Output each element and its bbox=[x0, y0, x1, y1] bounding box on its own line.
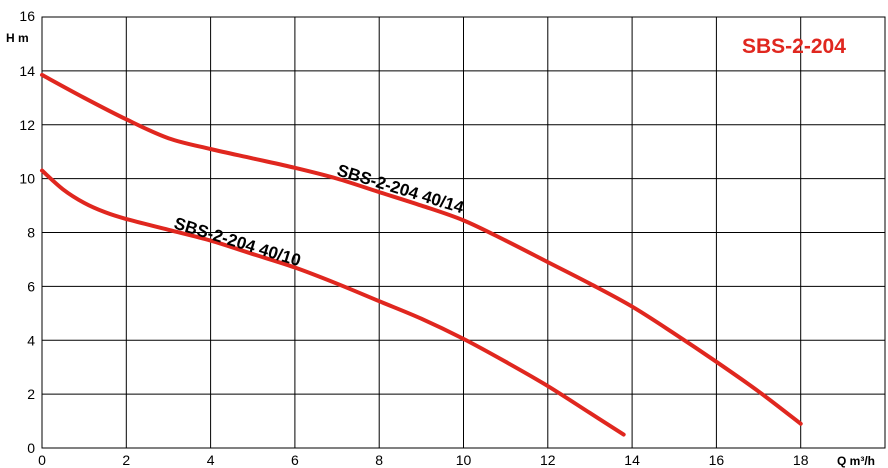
y-tick-label: 0 bbox=[27, 440, 35, 456]
y-tick-label: 14 bbox=[19, 63, 35, 79]
x-tick-label: 8 bbox=[375, 452, 383, 468]
chart-title: SBS-2-204 bbox=[742, 35, 846, 58]
series-label-40-14: SBS-2-204 40/14 bbox=[335, 161, 467, 218]
x-tick-label: 16 bbox=[709, 452, 725, 468]
y-tick-label: 12 bbox=[19, 117, 35, 133]
x-tick-label: 2 bbox=[122, 452, 130, 468]
y-tick-label: 16 bbox=[19, 8, 35, 24]
y-tick-label: 2 bbox=[27, 386, 35, 402]
x-tick-label: 14 bbox=[624, 452, 640, 468]
x-tick-label: 4 bbox=[207, 452, 215, 468]
series-line-1 bbox=[40, 168, 626, 437]
tick-labels: 0 2 4 6 8 10 12 14 16 18 0 2 4 6 8 10 12 14 16 bbox=[19, 8, 808, 468]
y-tick-label: 4 bbox=[27, 332, 35, 348]
x-tick-label: 6 bbox=[291, 452, 299, 468]
y-tick-label: 6 bbox=[27, 278, 35, 294]
y-tick-label: 8 bbox=[27, 225, 35, 241]
y-tick-label: 10 bbox=[19, 171, 35, 187]
y-axis-label: H m bbox=[6, 31, 29, 45]
series-line-0 bbox=[40, 72, 803, 426]
curves bbox=[40, 72, 803, 437]
x-axis-label: Q m³/h bbox=[837, 454, 875, 468]
x-tick-label: 18 bbox=[793, 452, 809, 468]
x-tick-label: 12 bbox=[540, 452, 556, 468]
x-tick-label: 10 bbox=[456, 452, 472, 468]
grid bbox=[41, 16, 886, 449]
series-label-40-10: SBS-2-204 40/10 bbox=[172, 214, 303, 271]
x-tick-label: 0 bbox=[38, 452, 46, 468]
